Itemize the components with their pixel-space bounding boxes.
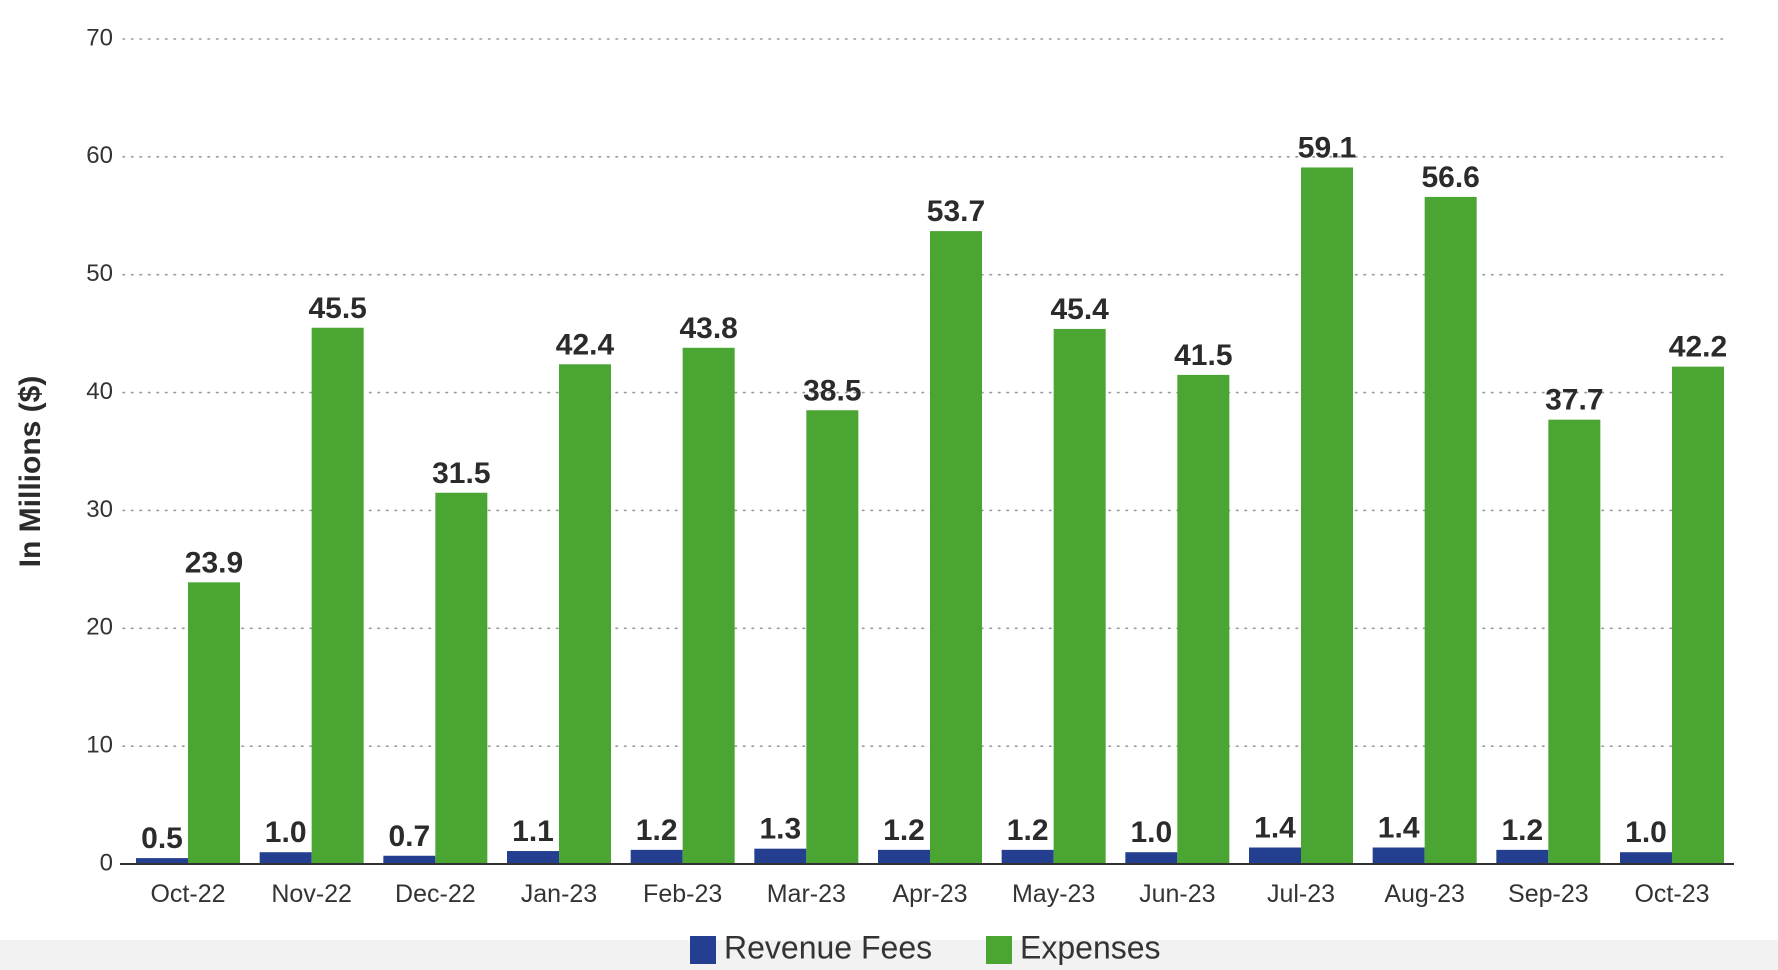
expenses-bar-jul-23 <box>1301 167 1353 864</box>
revenue-fees-bar-jun-23 <box>1125 852 1178 864</box>
expenses-value-label: 43.8 <box>679 312 737 345</box>
revenue-fees-bar-nov-22 <box>259 852 312 864</box>
revenue-fees-bar-sep-23 <box>1496 849 1549 864</box>
expenses-bar-dec-22 <box>435 492 488 864</box>
x-tick-label: Apr-23 <box>892 880 967 908</box>
revenue-fees-bar-oct-22 <box>136 858 188 864</box>
legend-swatch-revenue-fees <box>690 936 716 964</box>
expenses-bar-oct-23 <box>1672 366 1724 864</box>
revenue-fees-value-label: 0.7 <box>388 820 430 853</box>
revenue-fees-value-label: 0.5 <box>141 822 183 855</box>
expenses-value-label: 56.6 <box>1421 161 1479 194</box>
revenue-fees-value-label: 1.0 <box>1625 816 1667 849</box>
y-tick-label: 0 <box>100 849 113 876</box>
revenue-fees-bar-apr-23 <box>878 849 930 864</box>
revenue-fees-value-label: 1.2 <box>636 814 678 847</box>
expenses-value-label: 53.7 <box>927 195 985 228</box>
x-tick-label: Jul-23 <box>1267 880 1335 908</box>
y-tick-label: 30 <box>86 496 113 523</box>
expenses-value-label: 42.4 <box>556 328 615 361</box>
expenses-value-label: 38.5 <box>803 374 861 407</box>
revenue-fees-value-label: 1.4 <box>1254 812 1296 845</box>
expenses-value-label: 42.2 <box>1669 331 1727 364</box>
revenue-fees-bar-jan-23 <box>507 851 559 864</box>
x-tick-label: Dec-22 <box>395 880 476 908</box>
revenue-fees-value-label: 1.2 <box>883 814 925 847</box>
x-tick-label: Jan-23 <box>521 880 597 908</box>
grid <box>122 38 1729 747</box>
expenses-bar-jun-23 <box>1177 374 1230 864</box>
bottom-fade <box>0 940 1778 970</box>
revenue-fees-bar-may-23 <box>1001 849 1054 864</box>
revenue-fees-value-label: 1.3 <box>759 813 801 846</box>
expenses-value-label: 41.5 <box>1174 339 1232 372</box>
expenses-bar-apr-23 <box>930 231 982 864</box>
x-tick-label: Oct-23 <box>1634 880 1709 908</box>
y-tick-label: 10 <box>86 731 113 758</box>
x-tick-label: Mar-23 <box>767 880 846 908</box>
y-tick-label: 70 <box>86 24 113 51</box>
revenue-fees-value-label: 1.1 <box>512 815 554 848</box>
revenue-fees-value-label: 1.0 <box>265 816 307 849</box>
expenses-bar-jan-23 <box>559 364 611 864</box>
x-tick-label: Jun-23 <box>1139 880 1215 908</box>
revenue-fees-bar-feb-23 <box>630 849 683 864</box>
x-tick-label: Aug-23 <box>1384 880 1465 908</box>
revenue-fees-value-label: 1.2 <box>1501 814 1543 847</box>
revenue-fees-bar-dec-22 <box>383 855 436 864</box>
expenses-bar-may-23 <box>1053 328 1106 864</box>
expenses-value-label: 23.9 <box>185 546 243 579</box>
expenses-bar-nov-22 <box>311 327 364 864</box>
bars: 0.5 23.9 1.0 45.5 0.7 31.5 1.1 42.4 1.2 43.8 1.3 38… <box>136 131 1727 864</box>
y-tick-label: 20 <box>86 614 113 641</box>
x-tick-label: May-23 <box>1012 880 1095 908</box>
expenses-bar-sep-23 <box>1548 419 1601 864</box>
expenses-value-label: 31.5 <box>432 457 490 490</box>
legend-swatch-expenses <box>986 936 1012 964</box>
expenses-bar-aug-23 <box>1424 196 1477 864</box>
x-axis-ticks: Oct-22 Nov-22 Dec-22 Jan-23 Feb-23 Mar-23 Apr-… <box>150 880 1709 908</box>
expenses-bar-oct-22 <box>188 582 240 864</box>
y-axis-ticks: 0 10 20 30 40 50 60 70 <box>86 24 113 876</box>
revenue-fees-bar-jul-23 <box>1249 847 1301 864</box>
expenses-value-label: 59.1 <box>1298 131 1356 164</box>
y-axis-label: In Millions ($) <box>14 376 47 568</box>
revenue-fees-value-label: 1.4 <box>1378 812 1420 845</box>
x-tick-label: Oct-22 <box>150 880 225 908</box>
revenue-fees-bar-aug-23 <box>1372 847 1425 864</box>
legend: Revenue Fees Expenses <box>690 929 1161 965</box>
revenue-fees-bar-mar-23 <box>754 848 807 864</box>
y-tick-label: 40 <box>86 378 113 405</box>
revenue-fees-bar-oct-23 <box>1620 852 1672 864</box>
revenue-fees-value-label: 1.0 <box>1130 816 1172 849</box>
y-tick-label: 60 <box>86 142 113 169</box>
legend-label-expenses: Expenses <box>1020 929 1161 965</box>
legend-label-revenue-fees: Revenue Fees <box>724 929 932 965</box>
expenses-bar-feb-23 <box>682 347 735 864</box>
revenue-fees-value-label: 1.2 <box>1007 814 1049 847</box>
expenses-bar-mar-23 <box>806 410 859 864</box>
expenses-value-label: 45.4 <box>1050 293 1109 326</box>
x-tick-label: Sep-23 <box>1508 880 1589 908</box>
x-tick-label: Nov-22 <box>271 880 352 908</box>
expenses-value-label: 37.7 <box>1545 384 1603 417</box>
y-tick-label: 50 <box>86 260 113 287</box>
x-tick-label: Feb-23 <box>643 880 722 908</box>
expenses-value-label: 45.5 <box>308 292 366 325</box>
